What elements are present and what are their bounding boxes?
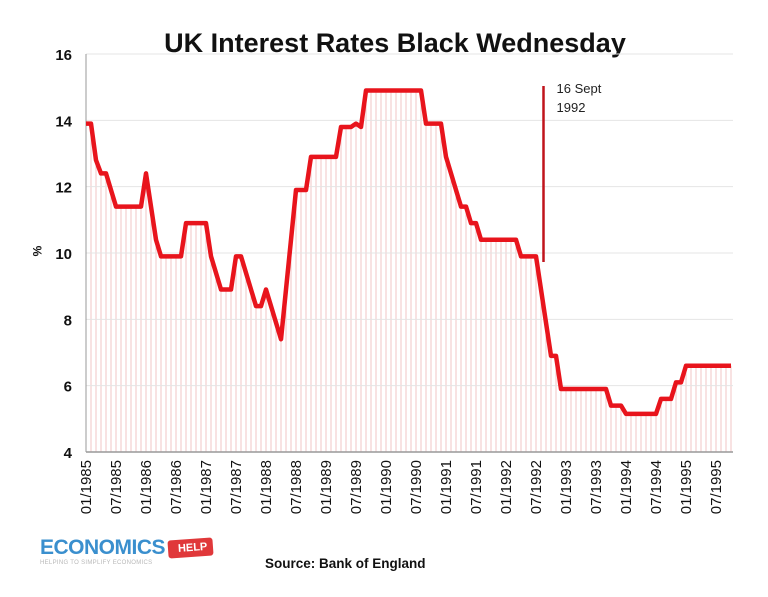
x-tick-label: 01/1991 [438,460,455,514]
x-tick-label: 01/1992 [498,460,515,514]
y-tick-label: 14 [55,113,72,130]
x-tick-label: 01/1985 [78,460,95,514]
x-tick-label: 07/1988 [288,460,305,514]
y-tick-label: 10 [55,246,72,263]
x-tick-label: 01/1994 [618,460,635,514]
chart-title: UK Interest Rates Black Wednesday [164,28,626,58]
x-tick-label: 07/1992 [528,460,545,514]
logo-tagline: HELPING TO SIMPLIFY ECONOMICS [40,560,153,566]
y-tick-label: 16 [55,47,72,64]
x-tick-label: 01/1995 [678,460,695,514]
x-tick-label: 07/1993 [588,460,605,514]
x-tick-label: 07/1985 [108,460,125,514]
x-tick-label: 07/1990 [408,460,425,514]
annotation-label-line1: 16 Sept [557,81,602,96]
x-tick-label: 07/1987 [228,460,245,514]
x-tick-label: 07/1994 [648,460,665,514]
x-tick-label: 01/1988 [258,460,275,514]
x-tick-label: 07/1986 [168,460,185,514]
source-note: Source: Bank of England [265,556,426,571]
x-tick-label: 07/1991 [468,460,485,514]
interest-rate-line [86,88,731,417]
y-tick-label: 4 [64,445,73,462]
y-tick-label: 8 [64,312,72,329]
x-tick-label: 01/1986 [138,460,155,514]
x-tick-label: 01/1993 [558,460,575,514]
y-tick-label: 6 [64,379,72,396]
x-tick-label: 07/1995 [708,460,725,514]
economics-help-logo: ECONOMICS HELP HELPING TO SIMPLIFY ECONOM… [40,536,214,566]
x-tick-label: 07/1989 [348,460,365,514]
y-tick-label: 12 [55,180,72,197]
x-tick-label: 01/1987 [198,460,215,514]
x-tick-label: 01/1989 [318,460,335,514]
x-tick-label: 01/1990 [378,460,395,514]
logo-text: ECONOMICS [40,536,166,559]
logo-tag: HELP [167,537,214,559]
annotation-label-line2: 1992 [557,100,586,115]
